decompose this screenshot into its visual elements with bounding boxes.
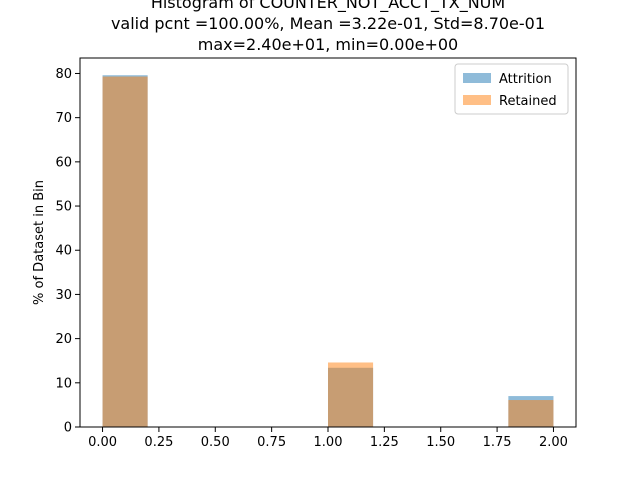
x-tick-label: 2.00 (539, 435, 568, 450)
y-axis-label: % of Dataset in Bin (32, 180, 47, 305)
x-tick-label: 0.75 (257, 435, 286, 450)
y-tick-label: 80 (55, 67, 72, 82)
bar-retained-bin-0 (102, 76, 148, 427)
chart-title: Histogram of COUNTER_NOT_ACCT_TX_NUMvali… (111, 0, 545, 54)
y-axis-ticks: 0 10 20 30 40 50 60 70 80 (55, 67, 80, 436)
x-tick-label: 1.00 (314, 435, 343, 450)
x-tick-label: 1.50 (426, 435, 455, 450)
y-tick-label: 40 (55, 244, 72, 259)
x-tick-label: 0.00 (88, 435, 117, 450)
bar-retained-bin-5 (328, 362, 374, 427)
y-tick-label: 10 (55, 376, 72, 391)
chart-title-line-3: max=2.40e+01, min=0.00e+00 (198, 35, 458, 54)
bar-retained-bin-9 (508, 400, 554, 427)
y-tick-label: 50 (55, 200, 72, 215)
legend-label-retained: Retained (499, 94, 557, 109)
x-tick-label: 0.50 (201, 435, 230, 450)
y-tick-label: 70 (55, 111, 72, 126)
y-tick-label: 60 (55, 155, 72, 170)
x-tick-label: 1.25 (370, 435, 399, 450)
y-tick-label: 20 (55, 332, 72, 347)
y-tick-label: 30 (55, 288, 72, 303)
legend: Attrition Retained (454, 63, 569, 115)
legend-swatch-retained (463, 95, 491, 105)
chart-title-line-2: valid pcnt =100.00%, Mean =3.22e-01, Std… (111, 14, 545, 33)
x-tick-label: 1.75 (483, 435, 512, 450)
bars (102, 75, 554, 427)
y-tick-label: 0 (64, 421, 72, 436)
legend-swatch-attrition (463, 73, 491, 83)
legend-label-attrition: Attrition (499, 72, 552, 87)
x-tick-label: 0.25 (144, 435, 173, 450)
x-axis-ticks: 0.00 0.25 0.50 0.75 1.00 1.25 1.50 1.75 2.00 (88, 427, 568, 450)
chart-title-line-1: Histogram of COUNTER_NOT_ACCT_TX_NUM (151, 0, 505, 13)
plot-frame (79, 57, 577, 428)
